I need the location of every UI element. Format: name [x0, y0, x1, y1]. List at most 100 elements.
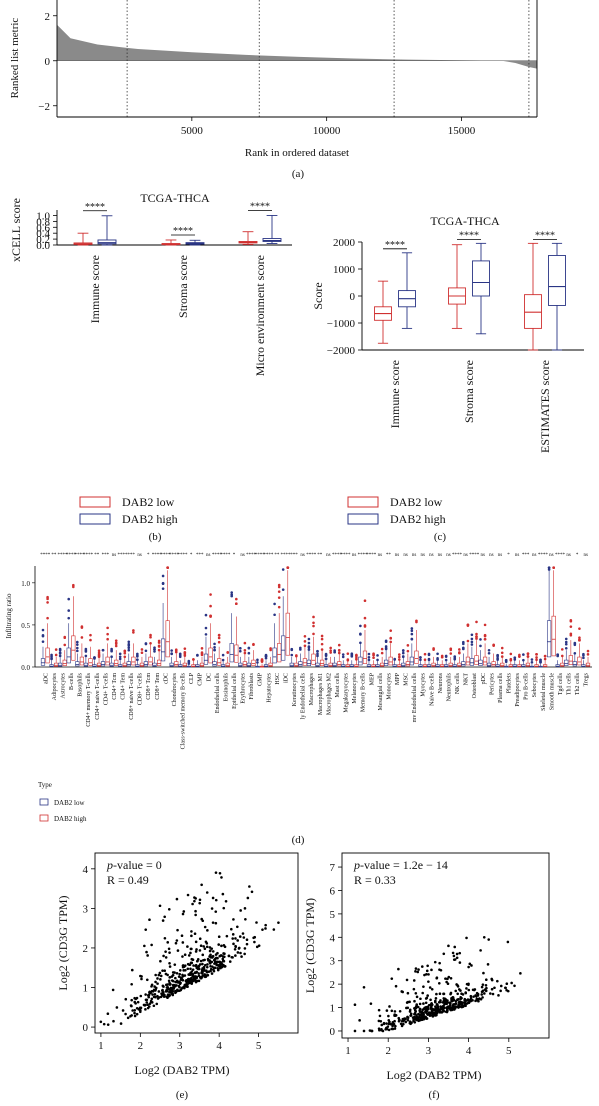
sig-label-d-61: ns [566, 553, 571, 558]
outlier-d-low-16-3 [178, 653, 182, 657]
sig-label-d-11: ns [137, 553, 142, 558]
point-e-293 [148, 991, 152, 994]
point-e-272 [156, 982, 159, 985]
point-e-358 [207, 970, 211, 973]
y-tick-label-b-2: 0.4 [36, 228, 50, 240]
point-f-301 [480, 990, 484, 994]
category-label-d-22: Epithelial cells [232, 672, 238, 708]
point-e-106 [201, 919, 205, 923]
outlier-d-low-31-2 [307, 645, 311, 648]
point-f-204 [482, 935, 486, 939]
category-label-d-11: CD8+ T-cells [138, 672, 144, 705]
point-f-450 [406, 1016, 410, 1019]
point-f-461 [400, 1019, 404, 1023]
point-f-418 [458, 961, 462, 964]
point-f-105 [467, 988, 471, 992]
point-f-419 [406, 991, 410, 995]
x-tick-label-f-3: 4 [466, 1045, 472, 1057]
point-e-462 [223, 965, 227, 968]
box-d-high-58 [543, 664, 548, 667]
box-d-low-52 [486, 662, 492, 667]
outlier-d-high-31-1 [312, 632, 315, 636]
point-e-243 [240, 955, 243, 958]
outlier-d-high-49-2 [466, 623, 470, 627]
point-e-499 [204, 974, 208, 978]
point-e-478 [194, 950, 198, 953]
y-tick-label-e-4: 4 [83, 864, 89, 876]
outlier-d-high-37-1 [363, 624, 367, 627]
point-f-478 [408, 1008, 412, 1012]
point-e-124 [176, 949, 180, 952]
outlier-d-low-10-2 [127, 642, 131, 646]
point-e-378 [203, 947, 207, 951]
outlier-d-low-32-3 [316, 650, 319, 653]
outlier-d-low-36-4 [350, 653, 354, 656]
outlier-d-high-9-1 [123, 655, 127, 659]
point-f-272 [449, 976, 453, 980]
point-f-313 [438, 992, 442, 995]
outlier-d-low-46-0 [436, 652, 439, 656]
box-d-low-16 [178, 664, 183, 667]
point-f-57 [390, 1009, 394, 1013]
point-e-445 [237, 946, 241, 950]
outlier-d-low-22-0 [230, 591, 234, 594]
category-label-d-5: CD4+ memory T-cells [86, 672, 92, 726]
box-d-high-43 [414, 650, 419, 664]
box-d-high-36 [354, 664, 359, 667]
outlier-d-low-23-2 [238, 649, 242, 653]
category-label-d-34: Mast cells [335, 672, 341, 697]
point-e-518 [208, 959, 212, 963]
point-f-399 [435, 1013, 438, 1017]
outlier-d-high-19-3 [209, 593, 212, 596]
legend-swatch-c-high [347, 513, 379, 525]
point-e-330 [162, 994, 165, 998]
box-d-high-2 [62, 659, 67, 666]
outlier-d-low-57-1 [530, 658, 534, 661]
point-f-303 [427, 980, 430, 983]
point-f-449 [369, 1002, 373, 1005]
legend-swatch-d-low [39, 798, 49, 806]
outlier-d-low-50-3 [470, 643, 474, 646]
outlier-d-low-7-1 [101, 648, 105, 652]
outlier-d-high-26-1 [269, 648, 272, 652]
point-e-72 [234, 937, 237, 940]
point-f-157 [519, 972, 522, 975]
outlier-d-high-21-1 [226, 651, 230, 654]
outlier-d-high-6-4 [97, 649, 101, 653]
point-e-120 [139, 994, 143, 998]
box-d-low-19 [203, 653, 209, 665]
point-f-224 [510, 981, 513, 985]
point-f-276 [427, 973, 430, 976]
outlier-d-low-14-2 [161, 582, 165, 586]
box-d-low-35 [341, 664, 346, 667]
point-f-193 [454, 999, 458, 1003]
point-f-26 [513, 984, 516, 988]
box-d-low-24 [246, 662, 251, 667]
sig-label-d-2: **** [57, 553, 68, 558]
point-e-225 [250, 890, 254, 894]
point-e-500 [189, 977, 192, 981]
point-f-16 [483, 992, 486, 995]
point-e-511 [168, 951, 171, 954]
box-d-high-7 [105, 656, 110, 666]
outlier-d-high-34-0 [337, 643, 341, 647]
point-e-515 [171, 988, 174, 992]
outlier-d-high-61-3 [569, 632, 573, 636]
outlier-d-low-13-3 [153, 650, 156, 653]
outlier-d-low-27-0 [273, 602, 276, 606]
point-f-70 [438, 961, 441, 965]
point-e-402 [201, 967, 204, 970]
box-d-high-10 [131, 656, 136, 666]
sig-label-d-6: ** [94, 553, 100, 558]
box-d-high-15 [174, 661, 179, 667]
y-tick-label-e-2: 2 [83, 943, 89, 955]
point-e-467 [203, 963, 207, 967]
point-f-480 [435, 992, 438, 996]
outlier-d-low-12-1 [144, 649, 148, 653]
sig-label-d-23: ns [240, 553, 245, 558]
point-e-304 [193, 896, 196, 899]
point-e-178 [186, 945, 189, 948]
y-tick-label-f-2: 2 [330, 979, 336, 991]
category-label-d-12: CD8+ Tcm [146, 673, 152, 700]
point-e-465 [186, 985, 189, 989]
